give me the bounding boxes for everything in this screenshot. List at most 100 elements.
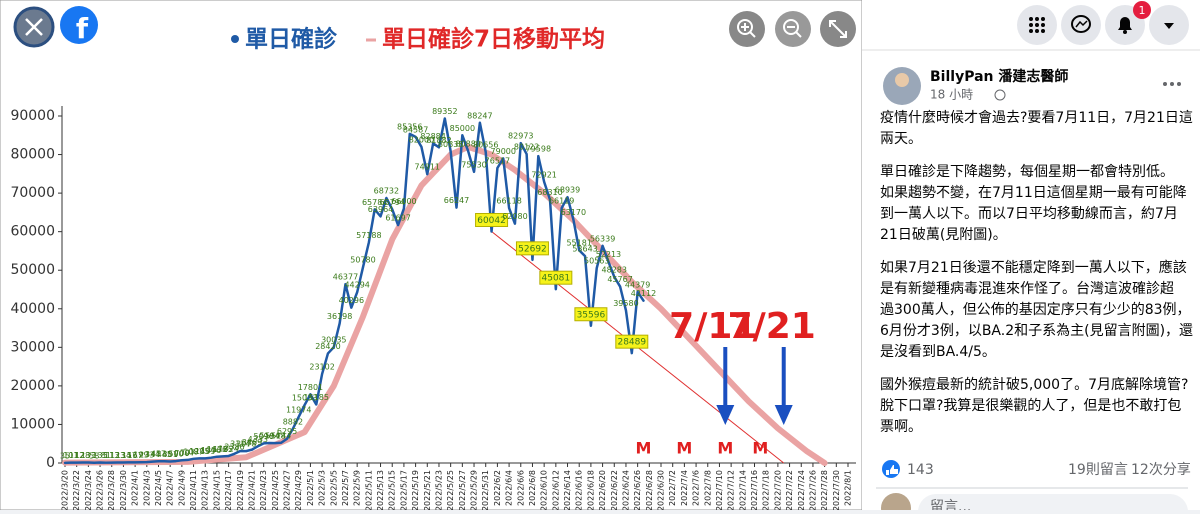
comment-count[interactable]: 19則留言 [1068,462,1128,478]
x-tick-label: 2022/5/9 [353,470,362,506]
post-line: 國外猴痘最新的統計破5,000了。7月底解除境管? [880,377,1188,393]
y-tick-label: 20000 [10,378,55,394]
x-tick-label: 2022/5/17 [399,470,408,510]
data-label: 28420 [315,342,340,351]
data-label: 101 [63,451,78,460]
data-label: 133 [81,451,96,460]
x-tick-label: 2022/5/31 [481,470,490,510]
data-label: 66118 [496,197,521,206]
data-label: 36198 [327,312,352,321]
notification-badge [1133,1,1151,19]
zoom-out[interactable] [775,11,811,47]
marker: M [752,439,768,458]
x-tick-label: 2022/6/2 [493,470,502,506]
data-label: 45767 [607,275,632,284]
comment-box[interactable] [918,494,1188,514]
x-tick-label: 2022/7/2 [668,470,677,506]
data-label: 81882 [426,136,451,145]
daily-line [63,117,645,465]
x-tick-label: 2022/7/12 [727,470,736,510]
legend-dot [231,35,239,43]
x-tick-label: 2022/5/25 [446,470,455,510]
data-label: 68939 [555,186,580,195]
more-button[interactable] [1163,82,1181,86]
data-label: 1199 [195,447,215,456]
data-label: 112 [69,451,84,460]
x-tick-label: 2022/6/18 [586,470,595,510]
data-label: 85000 [450,124,475,133]
x-tick-label: 2022/5/13 [376,470,385,510]
data-label: 63964 [368,205,393,214]
data-label: 1205 [189,447,209,456]
data-label: 65784 [362,198,387,207]
close-icon [25,18,43,36]
data-label: 30035 [321,336,346,345]
data-label: 82973 [508,132,533,141]
x-tick-label: 2022/3/24 [84,470,93,510]
post-line: 票啊。 [880,419,922,435]
reaction-count[interactable]: 143 [907,462,934,478]
x-tick-label: 2022/4/17 [224,470,233,510]
x-tick-label: 2022/6/6 [516,470,525,506]
x-tick-label: 2022/5/7 [341,470,350,506]
data-label: 233 [139,451,154,460]
x-tick-label: 2022/6/4 [505,470,514,506]
post-line: 疫情什麼時候才會過去?要看7月11日，7月21日這 [880,110,1193,126]
data-label: 5148 [265,432,285,441]
time[interactable]: 18 小時 [930,88,973,102]
data-label: 57188 [356,231,381,240]
data-label: 40296 [339,296,364,305]
x-tick-label: 2022/6/30 [657,470,666,510]
x-tick-label: 2022/6/14 [563,470,572,510]
x-tick-label: 2022/6/10 [540,470,549,510]
post-line: 如果趨勢不變，在7月11日這個星期一最有可能降 [880,185,1187,201]
x-tick-label: 2022/4/1 [131,470,140,506]
x-tick-label: 2022/4/21 [247,470,256,510]
x-tick-label: 2022/7/20 [773,470,782,510]
data-label: 62080 [502,212,527,221]
post-line: 兩天。 [880,131,922,147]
data-label: 46377 [333,273,358,282]
data-label: 1376 [201,446,221,455]
data-label: 4333 [248,435,268,444]
avatar-face [895,73,909,87]
label-highlight [515,241,549,256]
data-label: 80122 [514,143,539,152]
x-tick-label: 2022/5/3 [318,470,327,506]
facebook-f: f [76,12,89,45]
x-tick-label: 2022/3/22 [72,470,81,510]
menu-button[interactable] [1017,5,1057,45]
x-tick-label: 2022/4/23 [259,470,268,510]
messenger-button[interactable] [1061,5,1101,45]
x-tick-label: 2022/3/20 [61,470,70,510]
data-label: 457 [151,450,166,459]
comment-placeholder: 留言... [930,499,971,510]
x-tick-label: 2022/4/5 [154,470,163,506]
x-tick-label: 2022/3/26 [96,470,105,510]
data-label: 44379 [625,280,650,289]
data-label: 199 [133,451,148,460]
data-label: 80880 [455,140,480,149]
data-label: 113 [104,451,119,460]
data-label: 61697 [385,214,410,223]
account-button[interactable] [1149,5,1189,45]
data-label: 88247 [467,111,492,120]
share-count[interactable]: 12次分享 [1131,461,1191,478]
y-tick-label: 70000 [10,185,55,201]
x-tick-label: 2022/4/11 [189,470,198,510]
zoom-in[interactable] [729,11,765,47]
author[interactable]: BillyPan 潘建志醫師 [930,68,1068,85]
data-label: 60042 [477,216,506,226]
fullscreen[interactable] [820,11,856,47]
chart-panel [0,0,863,511]
facebook-logo[interactable] [60,6,98,44]
data-label: 50563 [584,257,609,266]
x-tick-label: 2022/4/3 [142,470,151,506]
label-highlight [574,307,608,322]
y-tick-label: 30000 [10,339,55,355]
data-label: 48283 [602,265,627,274]
x-tick-label: 2022/3/28 [107,470,116,510]
y-tick-label: 10000 [10,416,55,432]
data-label: 445 [157,450,172,459]
